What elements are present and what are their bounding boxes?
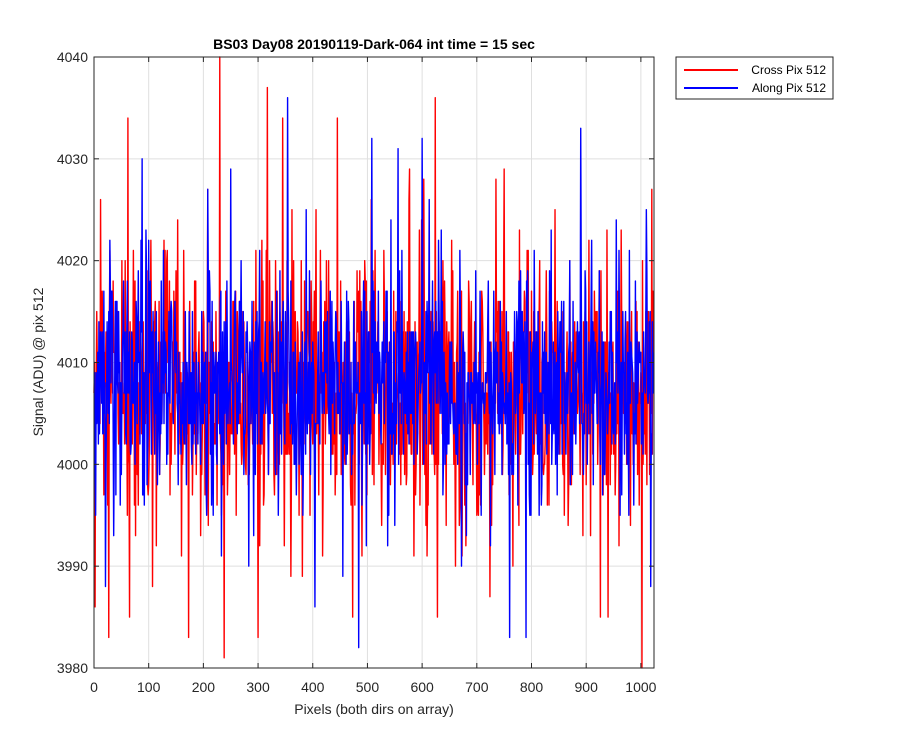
y-tick-label: 4000 [57,456,88,472]
chart-title: BS03 Day08 20190119-Dark-064 int time = … [213,36,535,52]
y-tick-label: 4030 [57,151,88,167]
legend-label-cross: Cross Pix 512 [751,63,826,77]
tick-labels: 0 100 200 300 400 500 600 700 800 900 1000 3980 3990… [57,49,657,695]
y-tick-label: 4010 [57,355,88,371]
series-line-1 [93,97,655,649]
legend-label-along: Along Pix 512 [752,81,826,95]
x-tick-label: 700 [465,679,489,695]
y-axis-label: Signal (ADU) @ pix 512 [30,287,46,436]
x-tick-label: 0 [90,679,98,695]
x-tick-label: 600 [410,679,434,695]
x-tick-label: 300 [246,679,270,695]
legend-box [675,56,834,100]
ticks [93,56,654,669]
y-tick-label: 3980 [57,660,88,676]
x-tick-label: 1000 [625,679,656,695]
x-tick-label: 100 [137,679,161,695]
y-tick-label: 4020 [57,253,88,269]
x-tick-label: 500 [356,679,380,695]
x-tick-label: 200 [192,679,216,695]
legend: Cross Pix 512 Along Pix 512 [675,56,834,100]
x-tick-label: 800 [520,679,544,695]
y-tick-label: 4040 [57,49,88,65]
x-tick-label: 400 [301,679,325,695]
x-tick-label: 900 [575,679,599,695]
series-layer [93,56,655,669]
x-axis-label: Pixels (both dirs on array) [294,701,454,717]
y-tick-label: 3990 [57,558,88,574]
